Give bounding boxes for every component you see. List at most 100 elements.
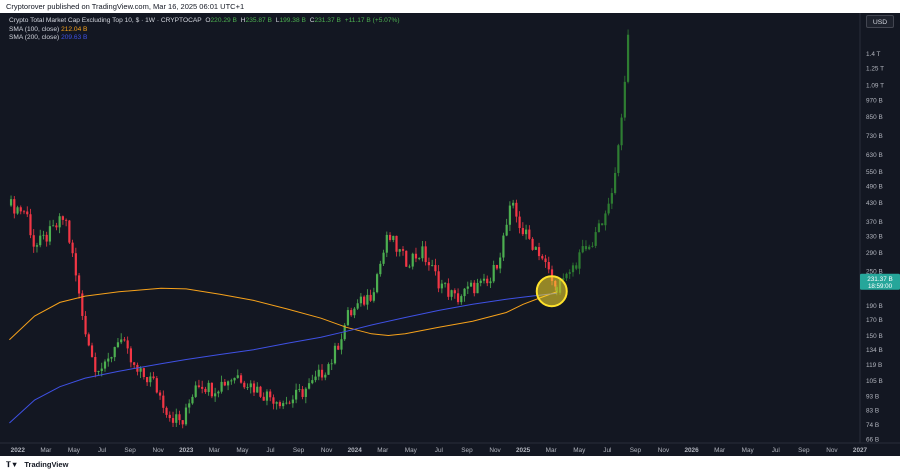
price-candle (246, 387, 249, 389)
price-candle (52, 225, 55, 227)
price-candle (330, 363, 333, 365)
price-candle (541, 256, 544, 259)
price-tick-label: 74 B (866, 422, 879, 429)
price-candle (155, 378, 158, 393)
price-candle (375, 274, 379, 293)
price-tick-label: 1.25 T (866, 65, 884, 72)
price-candle (74, 253, 77, 276)
price-candle (252, 383, 256, 393)
price-candle (184, 407, 188, 425)
price-candle (372, 292, 375, 301)
chart-frame[interactable]: 1.4 T 1.25 T 1.09 T 970 B 850 B 730 B 630 B 550… (0, 13, 900, 456)
currency-button[interactable]: USD (866, 15, 894, 28)
price-candle (22, 211, 26, 213)
price-candle (48, 226, 52, 242)
legend-sma200-row[interactable]: SMA (200, close) 209.63 B (9, 34, 400, 43)
price-candle (217, 391, 220, 394)
price-candle (320, 369, 324, 378)
price-candle (97, 371, 100, 372)
price-candle (298, 389, 301, 390)
price-candle (421, 246, 424, 259)
price-candle (463, 288, 466, 297)
price-candle (275, 402, 278, 404)
price-candle (366, 294, 369, 305)
time-tick-label: Nov (489, 447, 501, 454)
price-candle (456, 293, 460, 303)
price-candle (220, 381, 223, 392)
time-tick-label: Jul (435, 447, 443, 454)
price-candle (243, 382, 246, 388)
price-candle (353, 308, 356, 316)
price-candle (405, 250, 408, 267)
price-tick-label: 370 B (866, 219, 883, 226)
price-candle (524, 229, 528, 235)
time-tick-label: Sep (124, 447, 136, 454)
price-candle (181, 420, 184, 425)
price-candle (90, 345, 94, 357)
price-tick-label: 93 B (866, 393, 879, 400)
price-chart[interactable]: 1.4 T 1.25 T 1.09 T 970 B 850 B 730 B 630 B 550… (0, 13, 900, 456)
price-candle (175, 414, 178, 423)
price-candle (295, 389, 298, 400)
price-candle (314, 376, 317, 381)
price-candle (408, 266, 411, 268)
time-tick-label: Sep (293, 447, 305, 454)
price-candle (544, 258, 547, 263)
price-candle (272, 397, 275, 404)
symbol-name[interactable]: Crypto Total Market Cap Excluding Top 10… (9, 17, 202, 24)
price-candle (288, 402, 291, 404)
projected-candle (562, 278, 565, 280)
time-tick-label: May (405, 447, 418, 454)
brand-name[interactable]: TradingView (24, 460, 69, 469)
sma100-value: 212.04 B (61, 25, 88, 33)
close-value: 231.37 B (314, 17, 341, 24)
time-tick-label: Nov (658, 447, 670, 454)
price-candle (340, 339, 343, 350)
time-tick-label: Nov (321, 447, 333, 454)
price-candle (528, 229, 531, 239)
price-candle (103, 361, 107, 369)
price-candle (337, 345, 340, 350)
price-candle (447, 283, 450, 297)
sma200-label: SMA (200, close) (9, 34, 60, 42)
price-candle (178, 414, 181, 421)
price-candle (68, 220, 71, 243)
price-candle (58, 216, 61, 228)
price-candle (42, 234, 45, 236)
price-tick-label: 330 B (866, 233, 883, 240)
projected-candle (610, 193, 613, 204)
price-candle (249, 383, 252, 388)
projected-candle (601, 223, 604, 226)
low-value: 199.38 B (279, 17, 306, 24)
price-candle (236, 375, 239, 378)
price-candle (547, 262, 550, 270)
price-candle (285, 402, 288, 404)
legend-sma100-row[interactable]: SMA (100, close) 212.04 B (9, 26, 400, 35)
price-candle (466, 286, 469, 289)
price-candle (495, 264, 499, 269)
time-tick-label: 2026 (684, 447, 699, 454)
price-candle (499, 257, 502, 269)
projected-candle (617, 145, 620, 173)
price-candle (317, 369, 320, 377)
price-candle (194, 385, 197, 397)
time-tick-label: Nov (152, 447, 164, 454)
price-candle (207, 382, 210, 393)
published-text: Cryptorover published on TradingView.com… (6, 2, 245, 11)
price-candle (126, 340, 129, 349)
price-candle (158, 392, 162, 396)
price-candle (107, 358, 110, 362)
price-candle (388, 234, 392, 240)
projected-candle (597, 223, 601, 233)
tradingview-logo-icon: 𝐓▼ (6, 460, 19, 469)
price-candle (427, 262, 431, 266)
time-tick-label: Mar (209, 447, 221, 454)
price-candle (123, 339, 126, 341)
price-candle (469, 282, 473, 287)
price-candle (120, 339, 123, 343)
price-candle (401, 249, 405, 251)
price-candle (473, 282, 476, 294)
price-candle (162, 395, 165, 408)
open-label: O (205, 17, 211, 24)
price-candle (411, 253, 414, 267)
